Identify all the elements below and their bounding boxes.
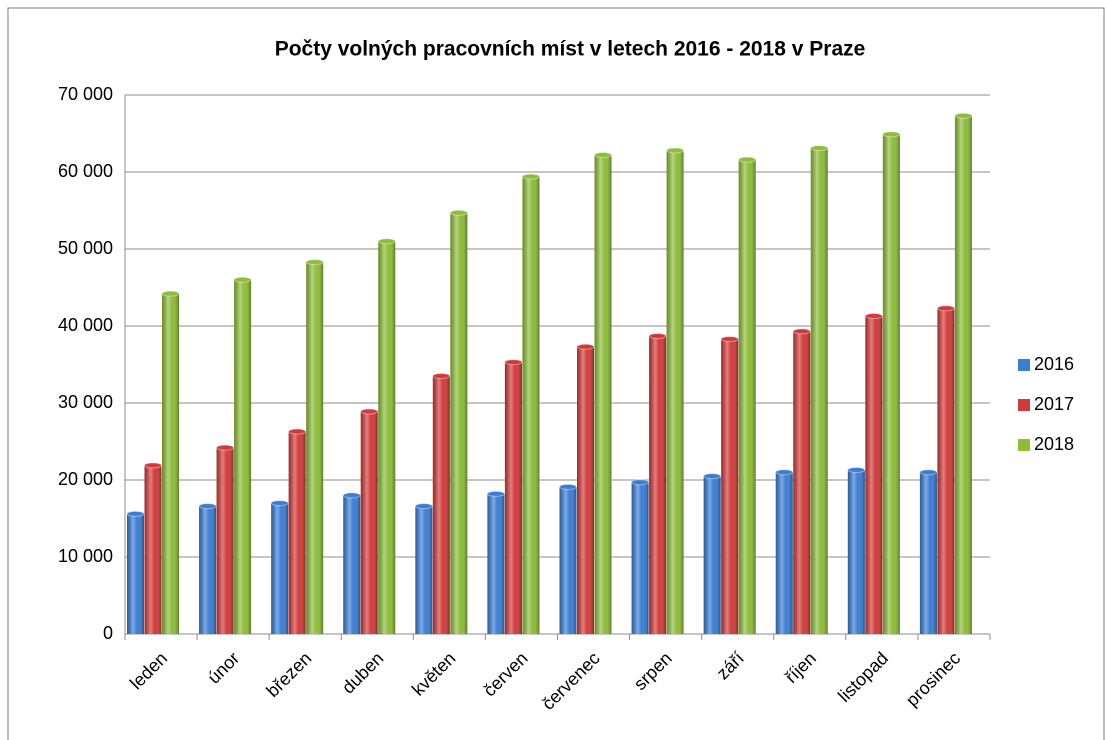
bar-shine	[360, 411, 378, 634]
bar-cap	[720, 336, 739, 343]
y-tick-label: 60 000	[58, 161, 113, 181]
bar-cap	[126, 510, 145, 517]
bar-cap	[882, 131, 901, 138]
bar-shine	[954, 115, 972, 635]
bar-shine	[649, 336, 667, 634]
bar-cap	[594, 152, 612, 159]
bar-shine	[234, 279, 252, 634]
y-tick-label: 50 000	[58, 238, 113, 258]
bar-shine	[577, 346, 594, 634]
bar-cap	[414, 503, 433, 510]
bar-shine	[865, 315, 883, 634]
bar-cap	[144, 462, 162, 469]
y-tick-label: 40 000	[58, 315, 113, 335]
bar-cap	[631, 479, 650, 486]
bar-shine	[559, 486, 577, 634]
bar-shine	[919, 472, 937, 634]
chart-title: Počty volných pracovních míst v letech 2…	[275, 38, 866, 61]
bar-shine	[882, 134, 900, 634]
bar-shine	[703, 476, 721, 634]
bar-shine	[162, 293, 179, 634]
bar-shine	[847, 469, 865, 634]
bar-cap	[810, 145, 829, 152]
legend-swatch	[1018, 399, 1030, 411]
bar-cap	[288, 428, 307, 435]
y-tick-label: 0	[103, 623, 113, 643]
bar-shine	[343, 495, 361, 634]
legend-label: 2017	[1034, 394, 1074, 414]
bar-shine	[738, 159, 756, 634]
bar-shine	[937, 308, 955, 634]
bar-cap	[936, 305, 955, 312]
bar-shine	[793, 331, 811, 634]
bar-cap	[792, 328, 811, 335]
bar-cap	[270, 500, 289, 507]
bar-cap	[504, 359, 523, 366]
bar-shine	[306, 262, 324, 634]
bar-cap	[449, 209, 468, 216]
bar-cap	[521, 173, 540, 180]
bar-shine	[199, 506, 217, 634]
bar-shine	[450, 212, 468, 634]
bar-cap	[864, 312, 883, 319]
bar-shine	[127, 513, 144, 634]
bar-cap	[360, 408, 379, 415]
bar-cap	[161, 290, 180, 297]
bar-shine	[288, 431, 306, 634]
bar-cap	[233, 276, 252, 283]
bar-shine	[432, 376, 450, 634]
bar-cap	[377, 238, 396, 245]
bar-cap	[738, 156, 757, 163]
bar-cap	[432, 373, 451, 380]
legend-label: 2016	[1034, 354, 1074, 374]
bar-cap	[576, 343, 595, 350]
bar-cap	[666, 147, 685, 154]
y-tick-label: 70 000	[58, 84, 113, 104]
bar-shine	[522, 176, 540, 634]
legend-swatch	[1018, 359, 1030, 371]
bar-shine	[271, 503, 289, 634]
y-tick-label: 20 000	[58, 469, 113, 489]
bar-cap	[342, 492, 361, 499]
bar-cap	[775, 469, 794, 476]
bar-shine	[144, 465, 162, 634]
legend-label: 2018	[1034, 434, 1074, 454]
bar-cap	[305, 259, 324, 266]
bar-shine	[721, 339, 739, 634]
bar-cap	[486, 490, 505, 497]
bar-cap	[847, 466, 866, 473]
bar-cap	[559, 483, 577, 490]
bar-shine	[594, 155, 612, 634]
bar-shine	[378, 241, 396, 635]
bar-shine	[504, 362, 522, 634]
bar-shine	[415, 506, 433, 634]
y-tick-label: 30 000	[58, 392, 113, 412]
bar-shine	[810, 148, 828, 634]
bar-cap	[919, 469, 938, 476]
legend-swatch	[1018, 439, 1030, 451]
bar-shine	[216, 447, 234, 634]
bar-shine	[487, 493, 505, 634]
bar-cap	[198, 503, 217, 510]
bar-shine	[666, 150, 684, 634]
bar-cap	[954, 112, 973, 119]
bar-shine	[775, 472, 793, 634]
bar-cap	[648, 333, 667, 340]
y-tick-label: 10 000	[58, 546, 113, 566]
bar-shine	[631, 482, 649, 634]
bar-cap	[216, 444, 235, 451]
bar-cap	[703, 473, 722, 480]
